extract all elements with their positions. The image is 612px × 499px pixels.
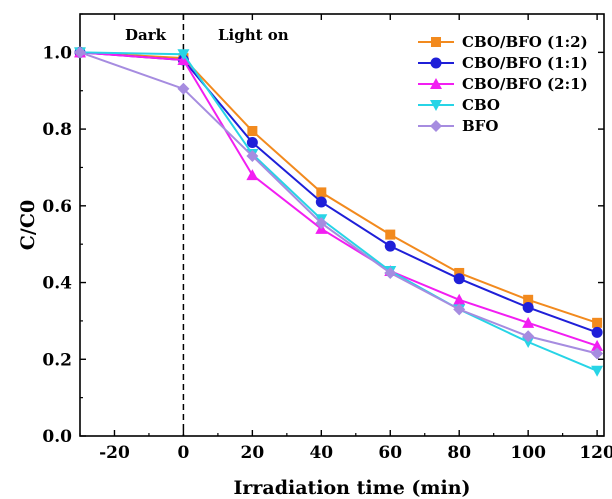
data-point xyxy=(453,273,465,285)
series-line xyxy=(79,51,598,355)
y-tick-label: 0.8 xyxy=(42,120,72,140)
data-point xyxy=(74,46,86,59)
data-point xyxy=(591,347,604,360)
data-point xyxy=(454,267,465,278)
legend-marker xyxy=(430,57,442,69)
y-tick-label: 0.6 xyxy=(42,197,72,217)
y-tick-label: 0.2 xyxy=(42,350,72,370)
data-point xyxy=(522,330,535,343)
data-point xyxy=(453,303,466,316)
data-point xyxy=(591,326,603,338)
x-tick-label: -20 xyxy=(99,443,130,463)
data-point xyxy=(384,240,396,252)
x-axis-title: Irradiation time (min) xyxy=(233,477,470,499)
annotation-dark: Dark xyxy=(125,26,167,44)
y-tick-label: 1.0 xyxy=(42,43,72,63)
legend-marker xyxy=(431,37,441,47)
x-tick-label: 60 xyxy=(378,443,402,463)
data-point xyxy=(591,339,604,351)
data-point xyxy=(246,149,259,162)
y-tick-label: 0.0 xyxy=(42,427,72,447)
data-point xyxy=(385,229,396,240)
data-point xyxy=(246,137,258,149)
data-point xyxy=(522,301,534,313)
annotation-light-on: Light on xyxy=(218,26,289,44)
data-point xyxy=(453,293,466,305)
data-point xyxy=(592,317,603,328)
data-point xyxy=(384,266,397,279)
x-tick-label: 80 xyxy=(447,443,471,463)
data-point xyxy=(316,187,327,198)
y-axis-title: C/C0 xyxy=(17,200,39,250)
x-tick-label: 0 xyxy=(177,443,189,463)
data-point xyxy=(177,82,190,95)
data-point xyxy=(591,365,604,377)
legend-label: CBO xyxy=(462,96,500,114)
x-tick-label: 40 xyxy=(309,443,333,463)
y-tick-label: 0.4 xyxy=(42,274,72,294)
x-tick-label: 20 xyxy=(241,443,265,463)
series-line xyxy=(79,51,598,334)
data-point xyxy=(523,294,534,305)
series-line xyxy=(79,51,598,372)
data-point xyxy=(177,49,190,61)
plot-frame xyxy=(79,13,605,437)
data-point xyxy=(246,169,259,181)
data-point xyxy=(315,217,328,230)
x-tick-label: 100 xyxy=(510,443,546,463)
legend-marker xyxy=(430,120,442,132)
legend-label: CBO/BFO (1:1) xyxy=(462,54,588,72)
x-tick-label: 120 xyxy=(579,443,612,463)
data-point xyxy=(247,126,258,137)
series-line xyxy=(79,51,598,347)
legend-label: CBO/BFO (2:1) xyxy=(462,75,588,93)
data-point xyxy=(522,316,535,328)
data-point xyxy=(522,337,535,349)
legend-marker xyxy=(430,78,442,89)
data-point xyxy=(315,196,327,208)
legend-marker xyxy=(430,100,442,111)
legend-label: CBO/BFO (1:2) xyxy=(462,33,588,51)
legend-label: BFO xyxy=(462,117,498,135)
